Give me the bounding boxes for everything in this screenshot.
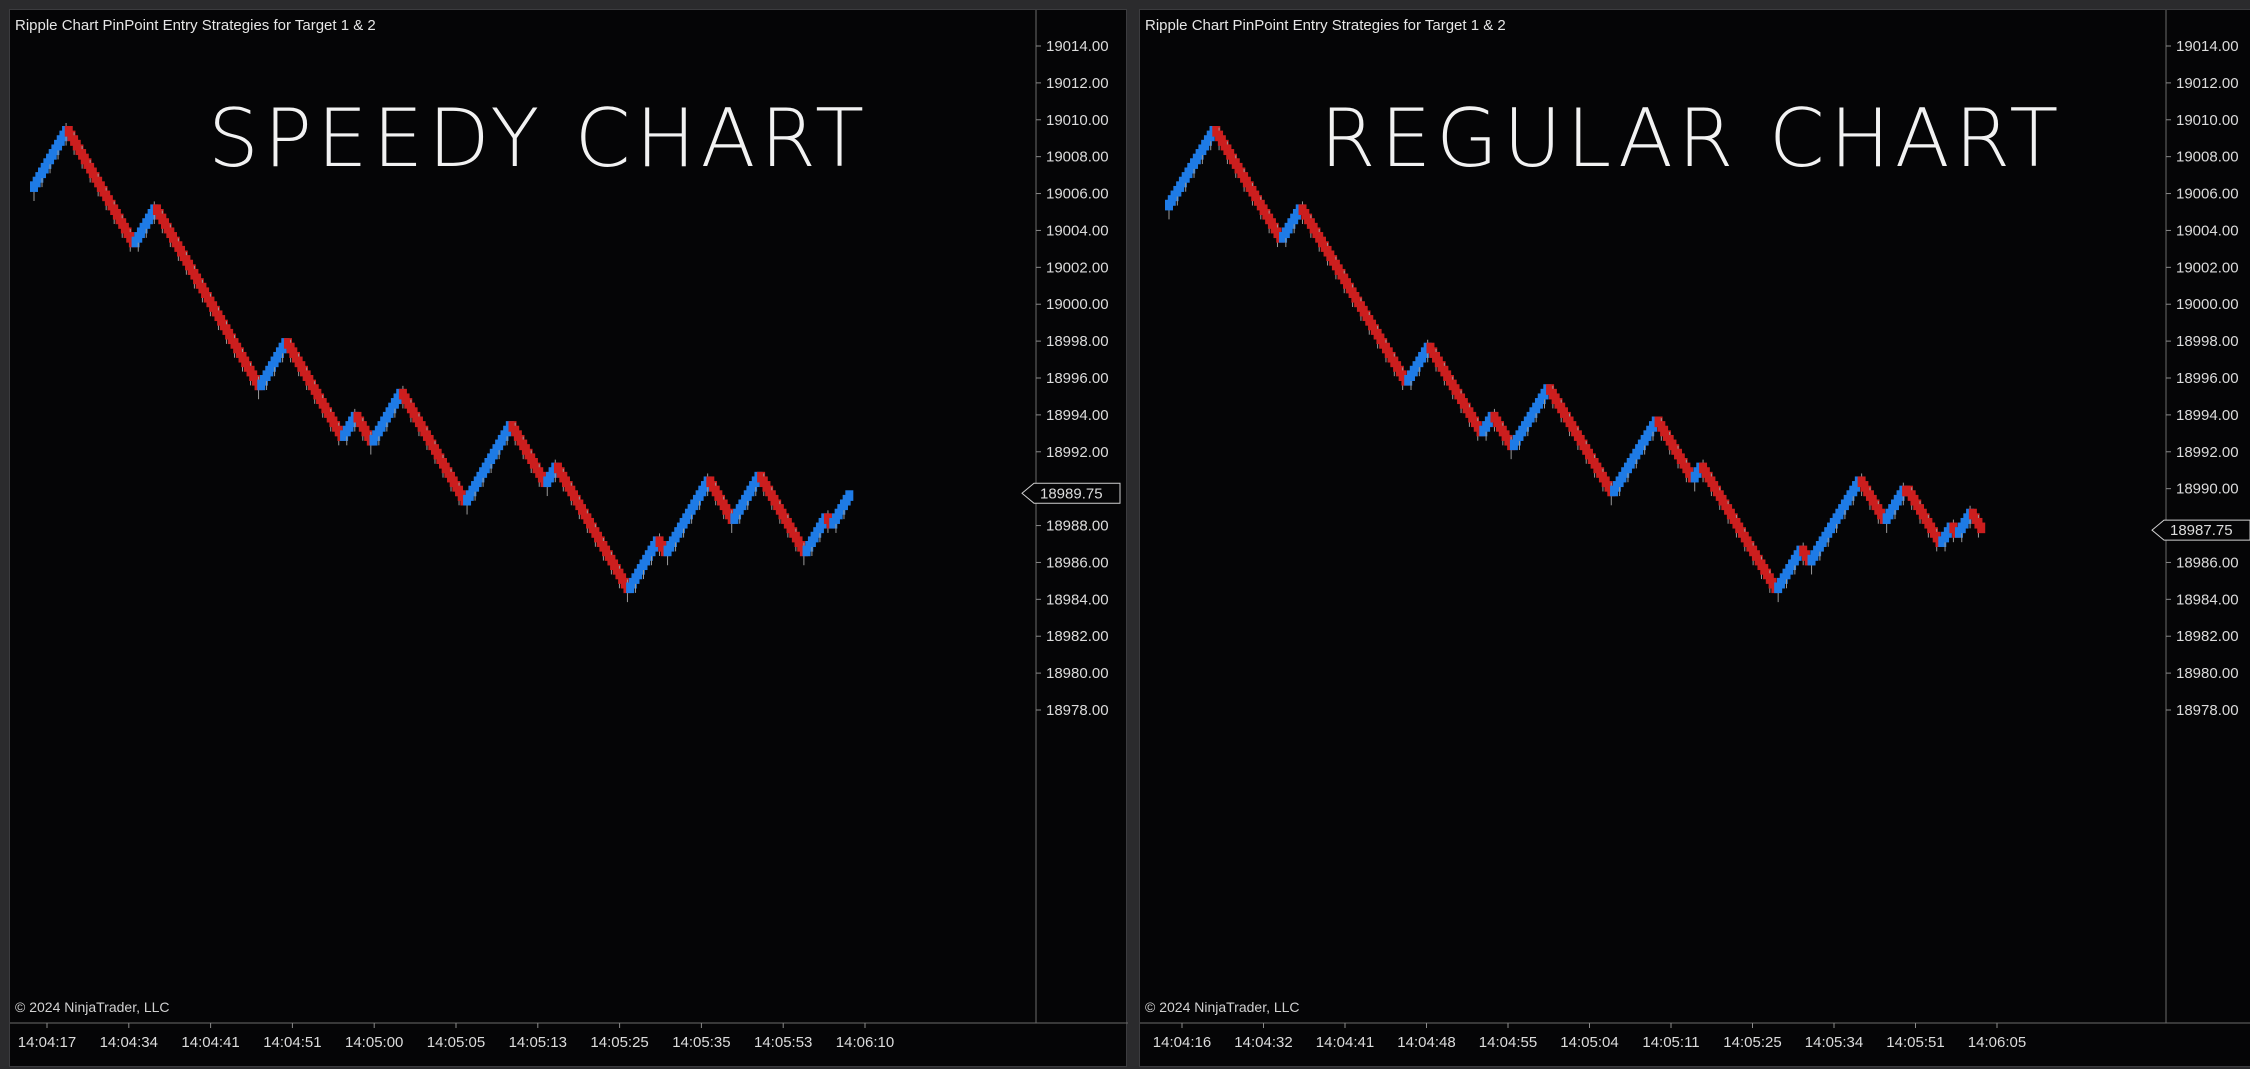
y-tick-label: 19014.00 [2176, 38, 2239, 55]
chart-panel-speedy[interactable]: Ripple Chart PinPoint Entry Strategies f… [9, 9, 1128, 1068]
x-tick-label: 14:04:55 [1479, 1034, 1537, 1051]
last-price-tag: 18987.75 [2151, 519, 2250, 541]
candles [30, 123, 854, 603]
x-tick-label: 14:06:10 [836, 1034, 894, 1051]
y-tick-label: 18994.00 [1046, 407, 1109, 424]
price-chart-regular[interactable]: 19014.00 19012.00 19010.00 19008.00 19006.00… [1140, 10, 2250, 1068]
x-tick-label: 14:05:00 [345, 1034, 403, 1051]
x-tick-label: 14:05:34 [1805, 1034, 1863, 1051]
x-tick-label: 14:04:32 [1234, 1034, 1292, 1051]
y-tick-label: 19000.00 [1046, 296, 1109, 313]
x-tick-label: 14:05:25 [590, 1034, 648, 1051]
y-tick-label: 18996.00 [2176, 370, 2239, 387]
y-tick-label: 18992.00 [2176, 444, 2239, 461]
chart-heading: SPEEDY CHART [208, 92, 870, 185]
y-tick-label: 19014.00 [1046, 38, 1109, 55]
x-tick-label: 14:04:17 [18, 1034, 76, 1051]
chart-heading: REGULAR CHART [1320, 92, 2064, 185]
y-tick-label: 18982.00 [1046, 628, 1109, 645]
y-tick-label: 19002.00 [1046, 259, 1109, 276]
y-tick-label: 19010.00 [1046, 112, 1109, 129]
candle-up [845, 490, 854, 501]
x-tick-label: 14:05:11 [1642, 1034, 1699, 1051]
y-tick-label: 19004.00 [2176, 222, 2239, 239]
y-tick-label: 18986.00 [2176, 554, 2239, 571]
y-tick-label: 19000.00 [2176, 296, 2239, 313]
x-tick-label: 14:05:05 [427, 1034, 485, 1051]
chart-window-title: Ripple Chart PinPoint Entry Strategies f… [1145, 17, 1506, 34]
y-tick-label: 19010.00 [2176, 112, 2239, 129]
y-tick-label: 18998.00 [1046, 333, 1109, 350]
y-tick-label: 18978.00 [1046, 702, 1109, 719]
y-tick-label: 19006.00 [2176, 186, 2239, 203]
y-tick-label: 18992.00 [1046, 444, 1109, 461]
y-tick-label: 18986.00 [1046, 554, 1109, 571]
chart-panel-regular[interactable]: Ripple Chart PinPoint Entry Strategies f… [1139, 9, 2250, 1067]
y-tick-label: 18984.00 [1046, 591, 1109, 608]
y-tick-label: 18980.00 [2176, 665, 2239, 682]
x-tick-label: 14:05:04 [1560, 1034, 1618, 1051]
y-tick-label: 19006.00 [1046, 186, 1109, 203]
last-price-label: 18987.75 [2170, 522, 2233, 539]
candles [1165, 126, 1986, 603]
y-tick-label: 18996.00 [1046, 370, 1109, 387]
y-tick-label: 19012.00 [2176, 75, 2239, 92]
copyright-text: © 2024 NinjaTrader, LLC [1145, 999, 1300, 1015]
copyright-text: © 2024 NinjaTrader, LLC [15, 999, 170, 1015]
x-tick-label: 14:04:51 [263, 1034, 321, 1051]
y-tick-label: 18982.00 [2176, 628, 2239, 645]
y-tick-label: 19008.00 [1046, 149, 1109, 166]
y-tick-label: 18990.00 [2176, 481, 2239, 498]
y-tick-label: 18978.00 [2176, 702, 2239, 719]
x-tick-label: 14:04:48 [1397, 1034, 1455, 1051]
y-tick-label: 18980.00 [1046, 665, 1109, 682]
x-tick-label: 14:04:16 [1153, 1034, 1211, 1051]
price-chart-speedy[interactable]: 19014.00 19012.00 19010.00 19008.00 19006.00… [10, 10, 1128, 1068]
x-tick-label: 14:05:13 [509, 1034, 567, 1051]
x-tick-label: 14:04:34 [100, 1034, 158, 1051]
x-tick-label: 14:04:41 [181, 1034, 239, 1051]
y-tick-label: 18994.00 [2176, 407, 2239, 424]
y-tick-label: 18998.00 [2176, 333, 2239, 350]
y-tick-label: 19002.00 [2176, 259, 2239, 276]
y-tick-label: 18988.00 [1046, 518, 1109, 535]
y-tick-label: 18984.00 [2176, 591, 2239, 608]
y-tick-label: 19008.00 [2176, 149, 2239, 166]
last-price-label: 18989.75 [1040, 485, 1103, 502]
chart-window-title: Ripple Chart PinPoint Entry Strategies f… [15, 17, 376, 34]
x-tick-label: 14:05:51 [1886, 1034, 1944, 1051]
x-tick-label: 14:05:35 [672, 1034, 730, 1051]
x-tick-label: 14:04:41 [1316, 1034, 1374, 1051]
last-price-tag: 18989.75 [1021, 482, 1121, 504]
x-tick-label: 14:05:25 [1723, 1034, 1781, 1051]
candle-down [1977, 522, 1986, 534]
x-tick-label: 14:06:05 [1968, 1034, 2026, 1051]
y-tick-label: 19004.00 [1046, 222, 1109, 239]
y-tick-label: 19012.00 [1046, 75, 1109, 92]
x-tick-label: 14:05:53 [754, 1034, 812, 1051]
